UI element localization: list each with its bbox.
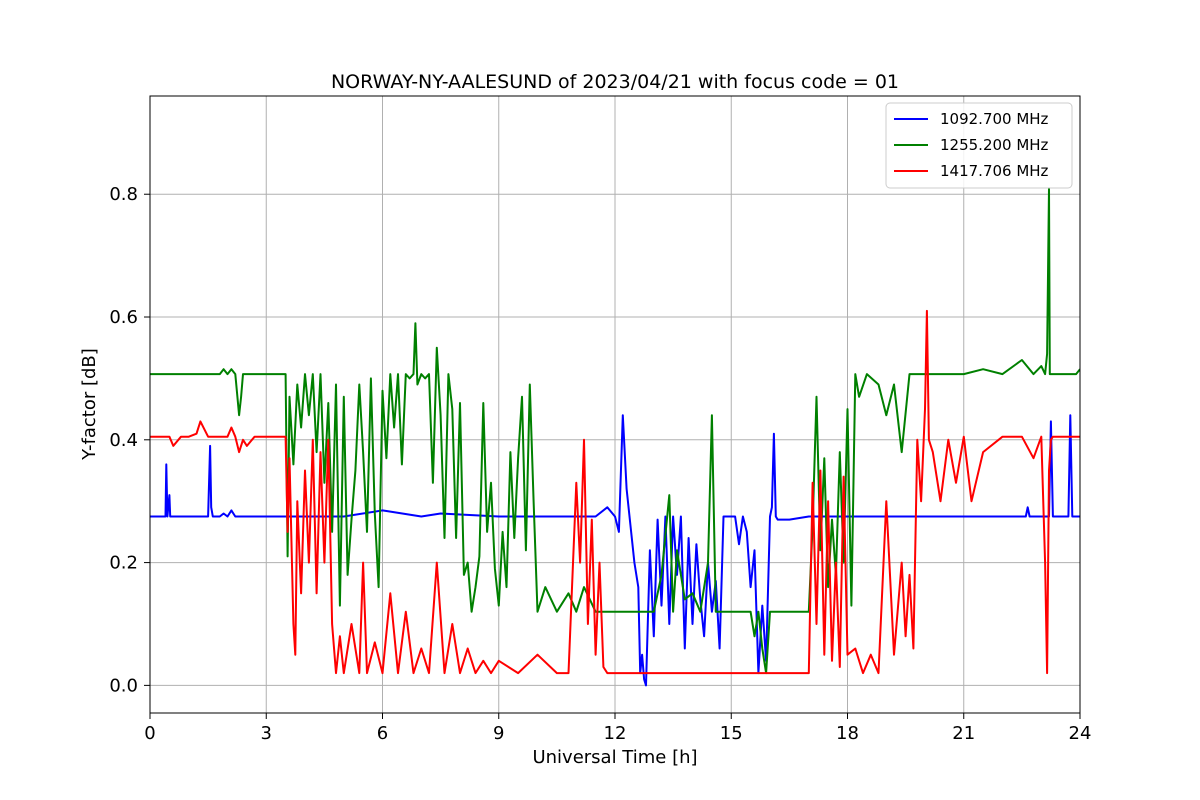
ticks: 0 3 6 9 12 15 18 21 24 0.0 0.2 0.4 0.6 0.8	[109, 184, 1091, 744]
y-tick-label: 0.0	[109, 675, 138, 696]
chart-title: NORWAY-NY-AALESUND of 2023/04/21 with fo…	[331, 71, 899, 93]
legend: 1092.700 MHz 1255.200 MHz 1417.706 MHz	[885, 102, 1073, 189]
series-line-1417-706	[150, 309, 1080, 675]
x-tick-label: 6	[377, 723, 388, 744]
x-tick-label: 21	[952, 723, 975, 744]
y-axis-label: Y-factor [dB]	[79, 348, 100, 461]
x-tick-label: 24	[1069, 723, 1092, 744]
legend-box	[885, 102, 1073, 189]
x-tick-label: 12	[604, 723, 627, 744]
legend-label-1417: 1417.706 MHz	[940, 162, 1049, 180]
x-tick-label: 3	[261, 723, 272, 744]
x-tick-label: 18	[836, 723, 859, 744]
series-line-1255-200	[150, 187, 1080, 675]
x-tick-label: 15	[720, 723, 743, 744]
x-axis-label: Universal Time [h]	[532, 747, 697, 768]
y-tick-label: 0.6	[109, 307, 138, 328]
x-tick-label: 0	[144, 723, 155, 744]
series-layer	[150, 187, 1080, 687]
x-tick-label: 9	[493, 723, 504, 744]
y-tick-label: 0.8	[109, 184, 138, 205]
y-tick-label: 0.4	[109, 430, 138, 451]
legend-label-1092: 1092.700 MHz	[940, 110, 1049, 128]
y-tick-label: 0.2	[109, 553, 138, 574]
legend-label-1255: 1255.200 MHz	[940, 136, 1049, 154]
